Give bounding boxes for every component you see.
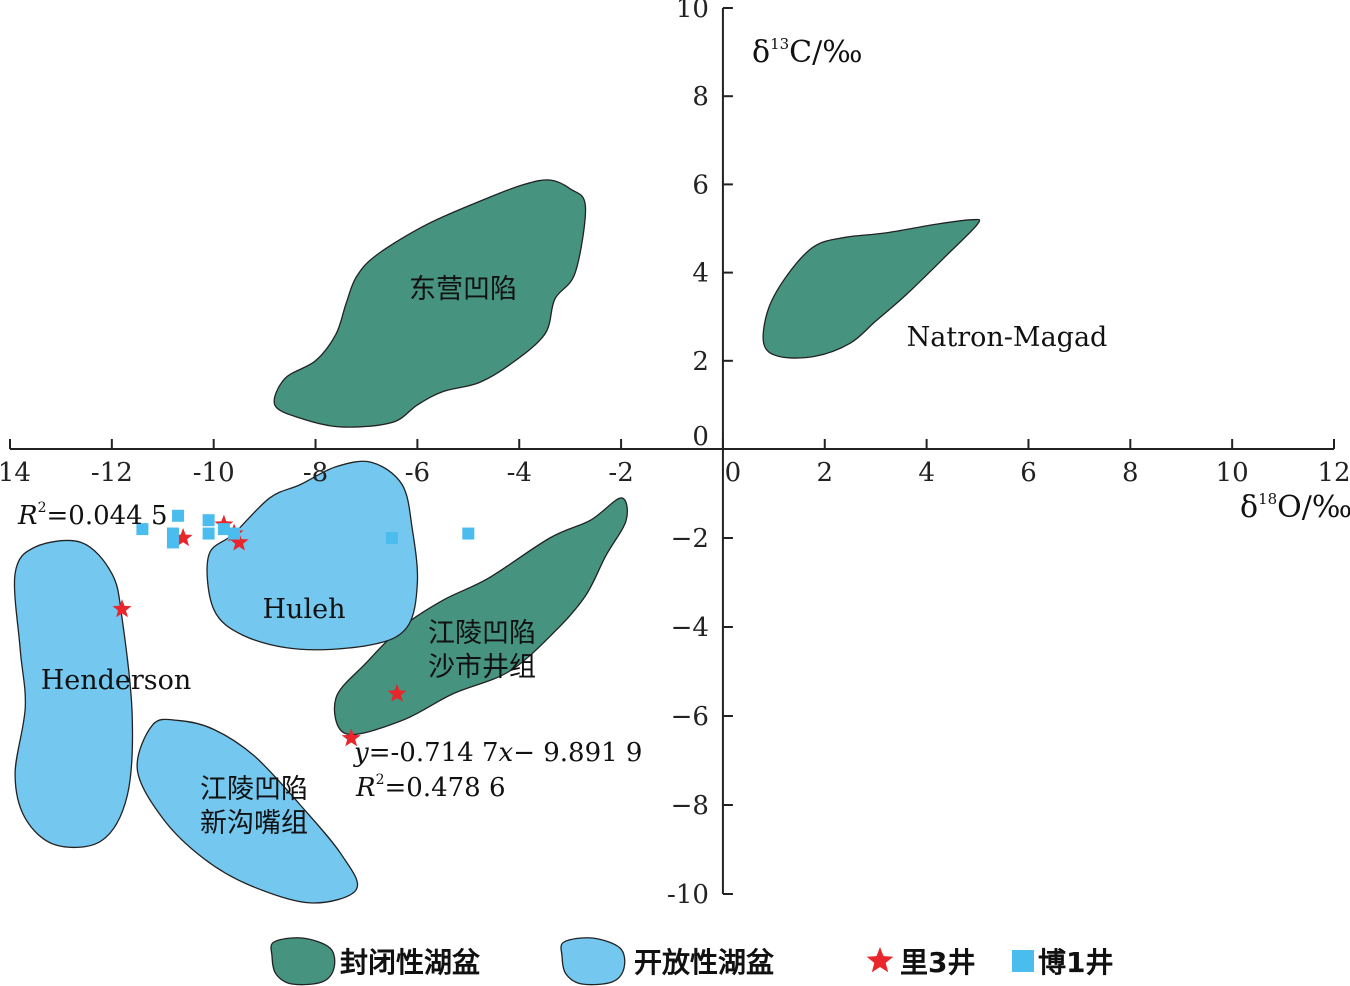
legend-label: 里3井 — [900, 946, 975, 979]
li3-star-point — [112, 599, 132, 618]
region-closed-1 — [762, 218, 981, 359]
legend-square-icon — [1012, 950, 1034, 972]
region-label: 江陵凹陷 — [200, 774, 308, 805]
region-label: 新沟嘴组 — [200, 808, 308, 839]
region-label: 沙市井组 — [428, 652, 536, 683]
region-label: Huleh — [263, 594, 346, 625]
x-tick-label: -4 — [507, 458, 532, 488]
data-points — [112, 509, 475, 747]
legend-open-swatch — [560, 937, 626, 986]
x-tick-label: 8 — [1122, 458, 1139, 488]
bo1-square-point — [462, 527, 475, 540]
x-tick-label: -6 — [405, 458, 430, 488]
x-tick-label: 10 — [1216, 458, 1249, 488]
y-axis-ticks: 10 8 6 4 2 0 −2 −4 −6 −8 -10 — [667, 0, 733, 910]
region-layer — [13, 179, 981, 904]
y-tick-label: −8 — [671, 791, 709, 821]
y-tick-label: −4 — [671, 613, 709, 643]
bo1-square-point — [202, 527, 215, 540]
y-tick-label: 2 — [692, 347, 709, 377]
y-tick-label: −6 — [671, 702, 709, 732]
y-tick-label: 10 — [676, 0, 709, 24]
x-axis-title: δ18O/‰ — [1240, 490, 1350, 525]
y-tick-label: 6 — [692, 170, 709, 200]
regression-equation: y=-0.714 7x− 9.891 9 — [353, 738, 642, 768]
x-tick-label: 6 — [1020, 458, 1037, 488]
bo1-square-point — [166, 536, 179, 549]
x-tick-label: -2 — [608, 458, 633, 488]
x-tick-label: 2 — [816, 458, 833, 488]
y-tick-label: −2 — [671, 524, 709, 554]
bo1-square-point — [136, 523, 149, 536]
li3-star-point — [229, 532, 249, 551]
x-tick-label: 4 — [918, 458, 935, 488]
r2-left-annotation: R2=0.044 5 — [17, 500, 168, 531]
region-open-5 — [136, 718, 359, 904]
region-closed-0 — [273, 179, 587, 428]
region-label: Natron-Magad — [907, 322, 1108, 353]
bo1-square-point — [217, 523, 230, 536]
legend: 封闭性湖盆 开放性湖盆 里3井 博1井 — [270, 937, 1113, 986]
li3-star-point — [173, 528, 193, 547]
x-tick-label: -14 — [0, 458, 31, 488]
x-tick-label: -8 — [303, 458, 328, 488]
x-tick-label: -10 — [193, 458, 235, 488]
x-tick-label: -12 — [91, 458, 133, 488]
li3-star-point — [341, 728, 361, 747]
legend-label: 博1井 — [1038, 946, 1113, 979]
x-tick-label: 12 — [1317, 458, 1350, 488]
legend-star-icon — [866, 947, 894, 973]
region-label: 江陵凹陷 — [428, 618, 536, 649]
region-open-3 — [206, 460, 419, 651]
bo1-square-point — [385, 532, 398, 544]
y-tick-label: 8 — [692, 82, 709, 112]
axes: -14 -12 -10 -8 -6 -4 -2 0 2 4 6 8 10 12 10 8 6 4 2 0 −2 −4 −6… — [0, 0, 1350, 910]
y-tick-label: 0 — [692, 422, 709, 452]
r2-right-annotation: R2=0.478 6 — [355, 772, 506, 803]
x-axis-ticks: -14 -12 -10 -8 -6 -4 -2 0 2 4 6 8 10 12 — [0, 439, 1350, 488]
legend-closed-swatch — [270, 937, 336, 986]
li3-star-point — [387, 683, 407, 702]
region-label: Henderson — [41, 665, 192, 696]
bo1-square-point — [228, 527, 241, 540]
legend-label: 封闭性湖盆 — [340, 946, 481, 979]
y-tick-label: 4 — [692, 259, 709, 289]
region-label: 东营凹陷 — [409, 274, 517, 305]
y-tick-label: -10 — [667, 880, 709, 910]
region-closed-2 — [333, 497, 628, 736]
x-tick-label: 0 — [725, 458, 742, 488]
region-labels: 东营凹陷Natron-Magad江陵凹陷沙市井组HulehHenderson江陵… — [41, 274, 1108, 839]
legend-label: 开放性湖盆 — [634, 946, 775, 979]
bo1-square-point — [172, 509, 185, 522]
bo1-square-point — [202, 514, 215, 527]
y-axis-title: δ13C/‰ — [752, 35, 862, 70]
region-open-4 — [13, 539, 134, 849]
